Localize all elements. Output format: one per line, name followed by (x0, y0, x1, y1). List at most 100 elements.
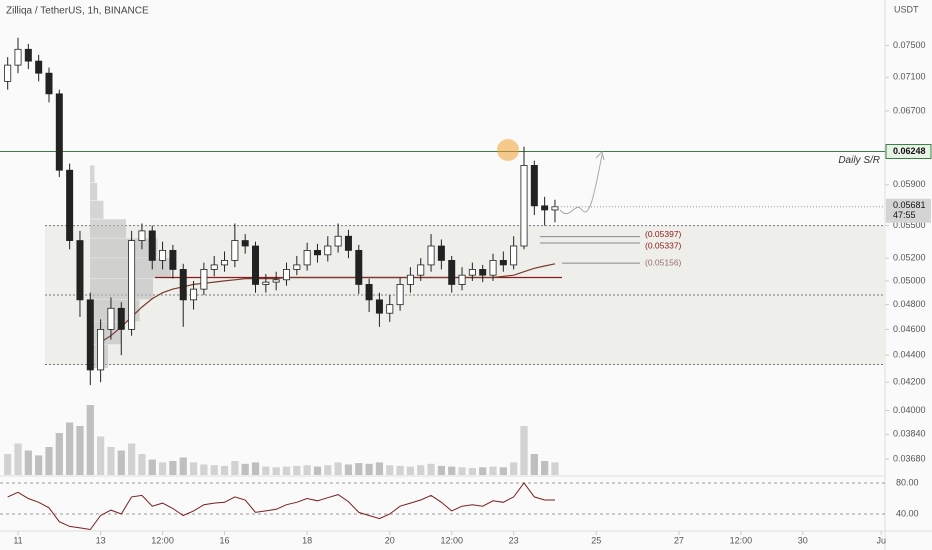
x-tick-label: 27 (674, 535, 684, 545)
volume-bar (489, 466, 497, 475)
volume-bar (355, 463, 363, 475)
projection-curve (559, 154, 603, 215)
volume-bar (158, 462, 167, 475)
candle-body (97, 328, 105, 371)
volume-bar (251, 462, 260, 475)
volume-bar (396, 465, 404, 475)
volume-profile-bar (90, 182, 98, 201)
x-tick-label: 30 (798, 535, 808, 545)
y-tick-label: 0.03840 (893, 429, 926, 439)
volume-bar (541, 461, 549, 475)
volume-bar (293, 465, 301, 475)
y-tick-label: 0.05200 (893, 253, 926, 263)
volume-bar (189, 462, 198, 475)
volume-bar (55, 433, 63, 475)
x-tick-label: 18 (302, 535, 312, 545)
y-tick-label: 0.05900 (893, 179, 926, 189)
candle-body (313, 249, 321, 256)
sr-text: Daily S/R (838, 155, 880, 166)
candle-body (437, 245, 445, 261)
candle-body (355, 249, 363, 285)
x-tick-label: 12:00 (151, 535, 174, 545)
volume-bar (200, 464, 208, 475)
volume-bar (417, 465, 425, 475)
volume-bar (303, 465, 311, 475)
x-tick-label: Ju (877, 535, 887, 545)
volume-bar (530, 454, 538, 475)
candle-body (159, 249, 167, 261)
x-tick-label: 16 (220, 535, 230, 545)
volume-bar (375, 462, 384, 475)
candle-body (4, 64, 12, 82)
candle-body (252, 245, 260, 285)
candle-body (293, 264, 301, 270)
x-tick-label: 12:00 (730, 535, 753, 545)
x-tick-label: 23 (509, 535, 519, 545)
volume-bar (45, 447, 53, 475)
x-tick-label: 13 (96, 535, 106, 545)
candle-body (138, 230, 146, 241)
volume-bar (24, 450, 32, 475)
candle-body (179, 269, 187, 301)
candle-body (468, 269, 476, 276)
x-tick-label: 25 (591, 535, 601, 545)
candle-body (14, 48, 22, 66)
candle-body (24, 48, 32, 62)
volume-bar (4, 454, 12, 475)
volume-bar (148, 459, 156, 475)
volume-bar (499, 467, 507, 475)
volume-bar (107, 447, 115, 475)
candle-body (66, 169, 74, 241)
volume-bar (66, 422, 74, 475)
ma-line (100, 263, 556, 343)
chart-title: Zilliqa / TetherUS, 1h, BINANCE (6, 6, 149, 17)
x-tick-label: 20 (385, 535, 395, 545)
rsi-tick-label: 40.00 (896, 508, 919, 518)
y-tick-label: 0.04400 (893, 350, 926, 360)
candle-body (448, 260, 456, 285)
volume-bar (210, 465, 218, 475)
highlight-circle (497, 139, 519, 161)
candle-body (262, 281, 270, 285)
y-tick-label: 0.05500 (893, 220, 926, 230)
candle-body (427, 245, 435, 266)
volume-bar (520, 426, 528, 475)
candle-body (479, 269, 487, 276)
rsi-tick-label: 80.00 (896, 477, 919, 487)
candle-body (221, 260, 229, 266)
last-price-box (886, 198, 931, 223)
candle-body (117, 307, 125, 330)
y-tick-label: 0.07500 (893, 40, 926, 50)
candle-body (324, 245, 332, 256)
candle-body (334, 235, 342, 247)
candle-body (210, 264, 218, 270)
y-tick-label: 0.04600 (893, 324, 926, 334)
candle-body (499, 260, 507, 266)
volume-profile-bar (90, 278, 153, 300)
last-price-label: 0.05681 (893, 200, 926, 210)
candle-body (303, 249, 311, 266)
volume-bar (97, 436, 105, 475)
level-label: (0.05337) (645, 240, 682, 250)
candle-body (107, 307, 115, 330)
candle-body (375, 299, 383, 314)
volume-bar (272, 467, 280, 475)
countdown: 47:55 (893, 210, 916, 220)
candle-body (272, 279, 280, 283)
volume-profile-bar (90, 238, 158, 258)
candle-body (200, 269, 208, 290)
candle-body (458, 274, 466, 285)
rsi-line (7, 482, 555, 531)
candle-body (530, 165, 538, 207)
volume-profile-bar (90, 219, 126, 238)
volume-profile-bar (90, 299, 140, 322)
volume-bar (386, 465, 394, 475)
volume-bar (14, 443, 22, 475)
volume-bar (468, 468, 476, 475)
y-tick-label: 0.04200 (893, 377, 926, 387)
volume-bar (282, 466, 291, 475)
candle-body (417, 264, 425, 276)
x-tick-label: 12:00 (440, 535, 463, 545)
volume-bar (479, 467, 487, 475)
